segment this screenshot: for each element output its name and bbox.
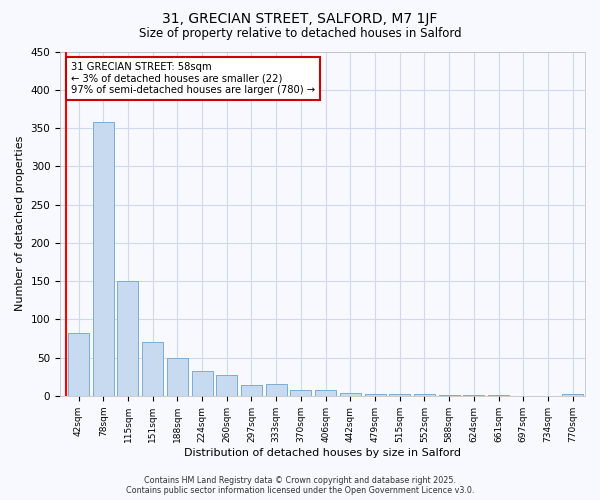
Text: Contains public sector information licensed under the Open Government Licence v3: Contains public sector information licen… — [126, 486, 474, 495]
Text: 31, GRECIAN STREET, SALFORD, M7 1JF: 31, GRECIAN STREET, SALFORD, M7 1JF — [163, 12, 437, 26]
Text: Contains HM Land Registry data © Crown copyright and database right 2025.: Contains HM Land Registry data © Crown c… — [144, 476, 456, 485]
Bar — [340, 393, 361, 396]
Bar — [142, 342, 163, 396]
Bar — [463, 395, 484, 396]
Bar — [118, 281, 139, 396]
Bar — [488, 395, 509, 396]
Text: Size of property relative to detached houses in Salford: Size of property relative to detached ho… — [139, 28, 461, 40]
Bar — [414, 394, 435, 396]
Bar — [266, 384, 287, 396]
Bar — [439, 395, 460, 396]
Bar — [389, 394, 410, 396]
Bar — [93, 122, 114, 396]
Bar — [562, 394, 583, 396]
Text: 31 GRECIAN STREET: 58sqm
← 3% of detached houses are smaller (22)
97% of semi-de: 31 GRECIAN STREET: 58sqm ← 3% of detache… — [71, 62, 314, 95]
Bar — [241, 385, 262, 396]
Bar — [290, 390, 311, 396]
Bar — [68, 333, 89, 396]
Bar — [167, 358, 188, 396]
Y-axis label: Number of detached properties: Number of detached properties — [15, 136, 25, 312]
Bar — [315, 390, 336, 396]
Bar — [365, 394, 386, 396]
Bar — [191, 370, 212, 396]
X-axis label: Distribution of detached houses by size in Salford: Distribution of detached houses by size … — [184, 448, 461, 458]
Bar — [216, 375, 237, 396]
